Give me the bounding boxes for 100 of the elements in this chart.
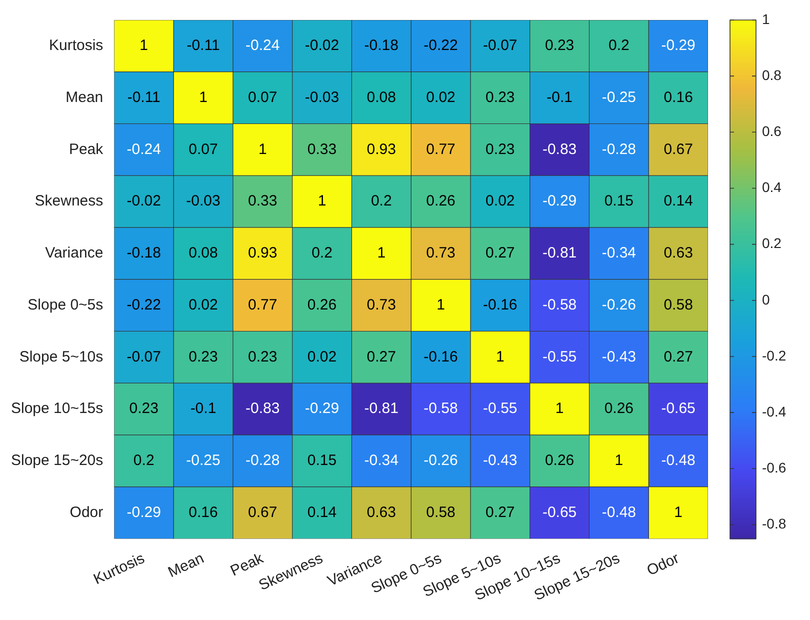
data-label: 0.2 (133, 452, 154, 470)
data-label: -0.11 (186, 37, 220, 54)
data-label: 0.27 (664, 348, 693, 366)
data-label: -0.43 (483, 452, 518, 470)
data-label: -0.03 (304, 88, 340, 106)
data-label: -0.03 (186, 192, 220, 210)
data-label: -0.34 (602, 244, 636, 262)
y-tick-label: Slope 5~10s (19, 348, 104, 366)
data-label: 0.14 (307, 504, 337, 521)
data-label: 0.63 (664, 244, 693, 262)
data-label: -0.81 (542, 244, 577, 262)
data-label: 0.58 (664, 296, 693, 314)
color-bar-label: 0 (762, 291, 770, 308)
data-label: -0.55 (483, 400, 518, 418)
data-label: -0.65 (661, 400, 696, 418)
data-label: -0.02 (126, 192, 161, 210)
color-bar-label: -0.4 (762, 403, 786, 420)
data-label: 0.93 (248, 244, 278, 262)
data-label: -0.29 (661, 37, 696, 54)
data-label: -0.55 (542, 348, 577, 366)
data-label: 0.07 (188, 140, 218, 158)
color-bar-label: 0.4 (762, 179, 782, 196)
data-label: -0.11 (127, 88, 160, 106)
data-label: -0.16 (483, 296, 518, 314)
data-label: 0.63 (366, 504, 396, 521)
data-label: 0.26 (604, 400, 634, 418)
data-label: 0.33 (307, 140, 337, 158)
data-label: -0.02 (304, 37, 340, 54)
data-label: -0.16 (424, 348, 458, 366)
data-label: 0.2 (608, 37, 630, 54)
data-label: 0.23 (486, 140, 515, 158)
data-label: 1 (140, 37, 148, 54)
data-label: 0.23 (248, 348, 278, 366)
data-label: 0.23 (544, 37, 574, 54)
y-tick-label: Skewness (34, 192, 104, 210)
data-label: -0.24 (126, 140, 161, 158)
data-label: -0.26 (602, 296, 636, 314)
data-label: -0.1 (546, 88, 572, 106)
data-label: 0.15 (604, 192, 634, 210)
data-label: 0.58 (426, 504, 456, 521)
data-label: -0.28 (602, 140, 636, 158)
data-label: 0.02 (307, 348, 337, 366)
y-tick-label: Variance (45, 244, 104, 262)
data-label: -0.29 (126, 504, 161, 521)
data-label: -0.58 (424, 400, 458, 418)
data-label: 0.26 (307, 296, 337, 314)
data-label: 1 (674, 504, 682, 521)
data-label: 0.2 (312, 244, 332, 262)
y-tick-label: Odor (70, 504, 104, 521)
data-label: 0.33 (248, 192, 278, 210)
data-label: 0.07 (248, 88, 278, 106)
data-label: 0.23 (188, 348, 218, 366)
data-label: -0.07 (483, 37, 518, 54)
data-label: -0.25 (602, 88, 636, 106)
color-bar-label: 0.8 (762, 66, 782, 83)
data-label: -0.29 (542, 192, 577, 210)
color-bar-label: 0.2 (762, 235, 782, 252)
data-label: -0.07 (126, 348, 161, 366)
data-label: 0.27 (366, 348, 396, 366)
data-label: 0.02 (426, 88, 456, 106)
data-label: -0.58 (542, 296, 577, 314)
data-label: 0.93 (366, 140, 396, 158)
data-label: -0.83 (246, 400, 280, 418)
data-label: -0.43 (602, 348, 636, 366)
data-label: 1 (614, 452, 624, 470)
data-label: 0.2 (370, 192, 392, 210)
data-label: 0.16 (664, 88, 693, 106)
data-label: -0.65 (542, 504, 577, 521)
data-label: 0.02 (188, 296, 218, 314)
data-label: 0.77 (248, 296, 278, 314)
data-label: 0.67 (664, 140, 693, 158)
x-tick-label: Mean (165, 550, 207, 582)
data-label: 0.08 (188, 244, 218, 262)
color-bar-label: 1 (762, 10, 770, 27)
x-tick-label: Odor (644, 550, 682, 580)
data-label: 1 (555, 400, 564, 418)
data-label: 0.23 (486, 88, 515, 106)
data-label: 0.26 (544, 452, 574, 470)
data-label: 1 (436, 296, 445, 314)
data-label: 0.77 (426, 140, 456, 158)
color-bar-label: -0.2 (762, 347, 786, 364)
data-label: -0.29 (304, 400, 340, 418)
data-label: 0.73 (426, 244, 456, 262)
data-label: -0.22 (424, 37, 458, 54)
y-tick-label: Slope 10~15s (10, 400, 104, 418)
color-bar-label: -0.6 (762, 459, 786, 476)
data-label: 0.23 (129, 400, 158, 418)
data-label: -0.24 (246, 37, 280, 54)
data-label: -0.22 (126, 296, 161, 314)
data-label: 0.15 (307, 452, 337, 470)
data-label: 1 (199, 88, 208, 106)
data-label: -0.81 (364, 400, 398, 418)
y-tick-label: Peak (68, 140, 104, 158)
data-label: 0.08 (366, 88, 396, 106)
color-bar-label: 0.6 (762, 123, 782, 140)
data-label: 0.14 (664, 192, 693, 210)
data-label: -0.26 (424, 452, 458, 470)
data-label: 0.16 (188, 504, 218, 521)
y-tick-label: Kurtosis (48, 37, 104, 54)
color-bar-label: -0.8 (762, 516, 786, 532)
